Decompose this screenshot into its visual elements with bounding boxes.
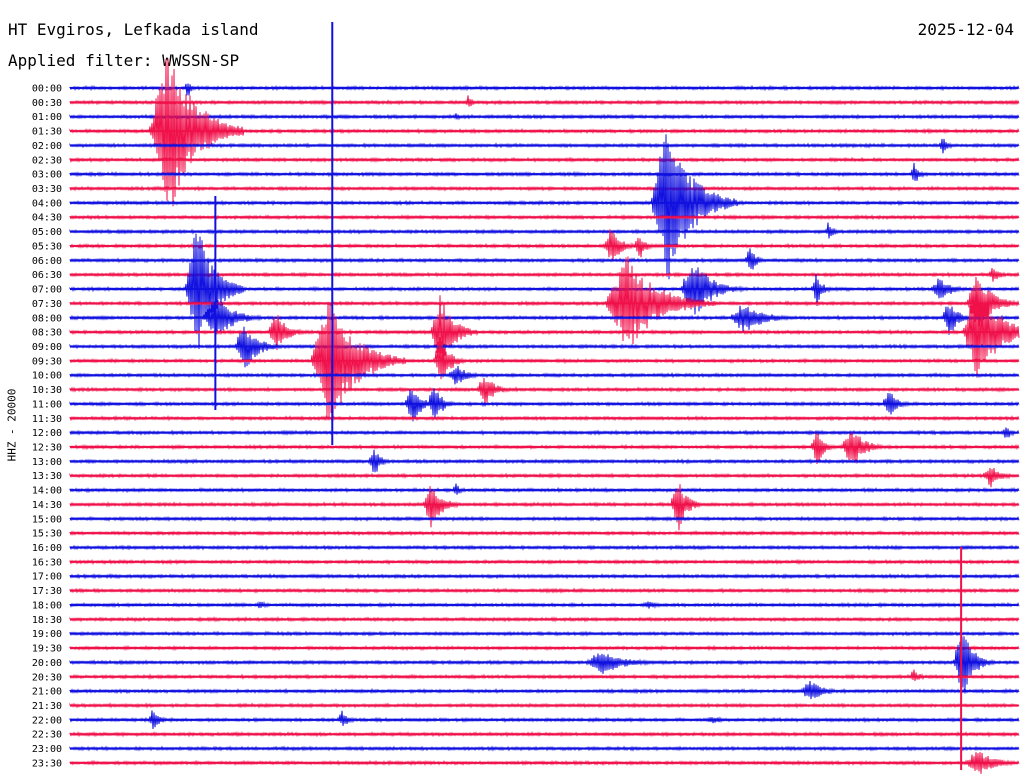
row-time-label: 20:30	[32, 672, 62, 683]
row-time-label: 18:30	[32, 615, 62, 626]
trace-row	[69, 162, 1020, 181]
row-time-label: 07:30	[32, 299, 62, 310]
row-time-label: 12:00	[32, 428, 62, 439]
trace-row	[69, 636, 1020, 695]
trace-row	[69, 83, 1020, 96]
row-time-label: 19:30	[32, 644, 62, 655]
row-time-label: 09:30	[32, 356, 62, 367]
row-time-label: 17:30	[32, 586, 62, 597]
trace-row	[69, 134, 1020, 280]
row-time-label: 13:00	[32, 457, 62, 468]
plot-date: 2025-12-04	[917, 20, 1014, 39]
row-time-label: 04:30	[32, 213, 62, 224]
row-time-label: 20:00	[32, 658, 62, 669]
row-time-label: 15:00	[32, 514, 62, 525]
row-time-label: 11:30	[32, 414, 62, 425]
row-time-label: 12:30	[32, 443, 62, 454]
trace-row	[69, 432, 1020, 465]
row-time-label: 17:00	[32, 572, 62, 583]
row-time-label: 04:00	[32, 198, 62, 209]
row-time-label: 08:00	[32, 313, 62, 324]
row-time-label: 01:00	[32, 112, 62, 123]
trace-row	[69, 95, 1020, 107]
trace-row	[69, 467, 1020, 488]
row-time-label: 13:30	[32, 471, 62, 482]
row-time-label: 19:00	[32, 629, 62, 640]
row-time-label: 21:30	[32, 701, 62, 712]
row-time-label: 03:00	[32, 170, 62, 181]
row-time-label: 23:00	[32, 744, 62, 755]
row-time-label: 06:00	[32, 256, 62, 267]
trace-row	[69, 680, 1020, 700]
row-time-label: 09:00	[32, 342, 62, 353]
row-time-label: 10:30	[32, 385, 62, 396]
row-time-label: 05:30	[32, 241, 62, 252]
row-time-label: 22:30	[32, 730, 62, 741]
row-time-label: 02:30	[32, 155, 62, 166]
row-time-label: 22:00	[32, 715, 62, 726]
row-time-label: 08:30	[32, 328, 62, 339]
row-time-label: 03:30	[32, 184, 62, 195]
station-title: HT Evgiros, Lefkada island	[8, 20, 259, 39]
filter-label: Applied filter: WWSSN-SP	[8, 51, 240, 70]
trace-row	[69, 669, 1020, 682]
row-time-label: 18:00	[32, 600, 62, 611]
row-time-label: 01:30	[32, 127, 62, 138]
trace-row	[69, 58, 1020, 207]
row-time-label: 02:00	[32, 141, 62, 152]
trace-row	[69, 377, 1020, 405]
row-time-label: 11:00	[32, 399, 62, 410]
row-time-label: 00:30	[32, 98, 62, 109]
row-time-label: 14:30	[32, 500, 62, 511]
trace-row	[69, 222, 1020, 239]
row-time-label: 23:30	[32, 758, 62, 769]
row-time-label: 21:00	[32, 687, 62, 698]
row-time-label: 16:00	[32, 543, 62, 554]
row-time-label: 14:00	[32, 486, 62, 497]
row-time-label: 00:00	[32, 84, 62, 95]
row-time-label: 06:30	[32, 270, 62, 281]
row-time-label: 15:30	[32, 529, 62, 540]
row-time-label: 16:30	[32, 557, 62, 568]
row-time-label: 05:00	[32, 227, 62, 238]
row-time-label: 07:00	[32, 285, 62, 296]
row-time-label: 10:00	[32, 371, 62, 382]
